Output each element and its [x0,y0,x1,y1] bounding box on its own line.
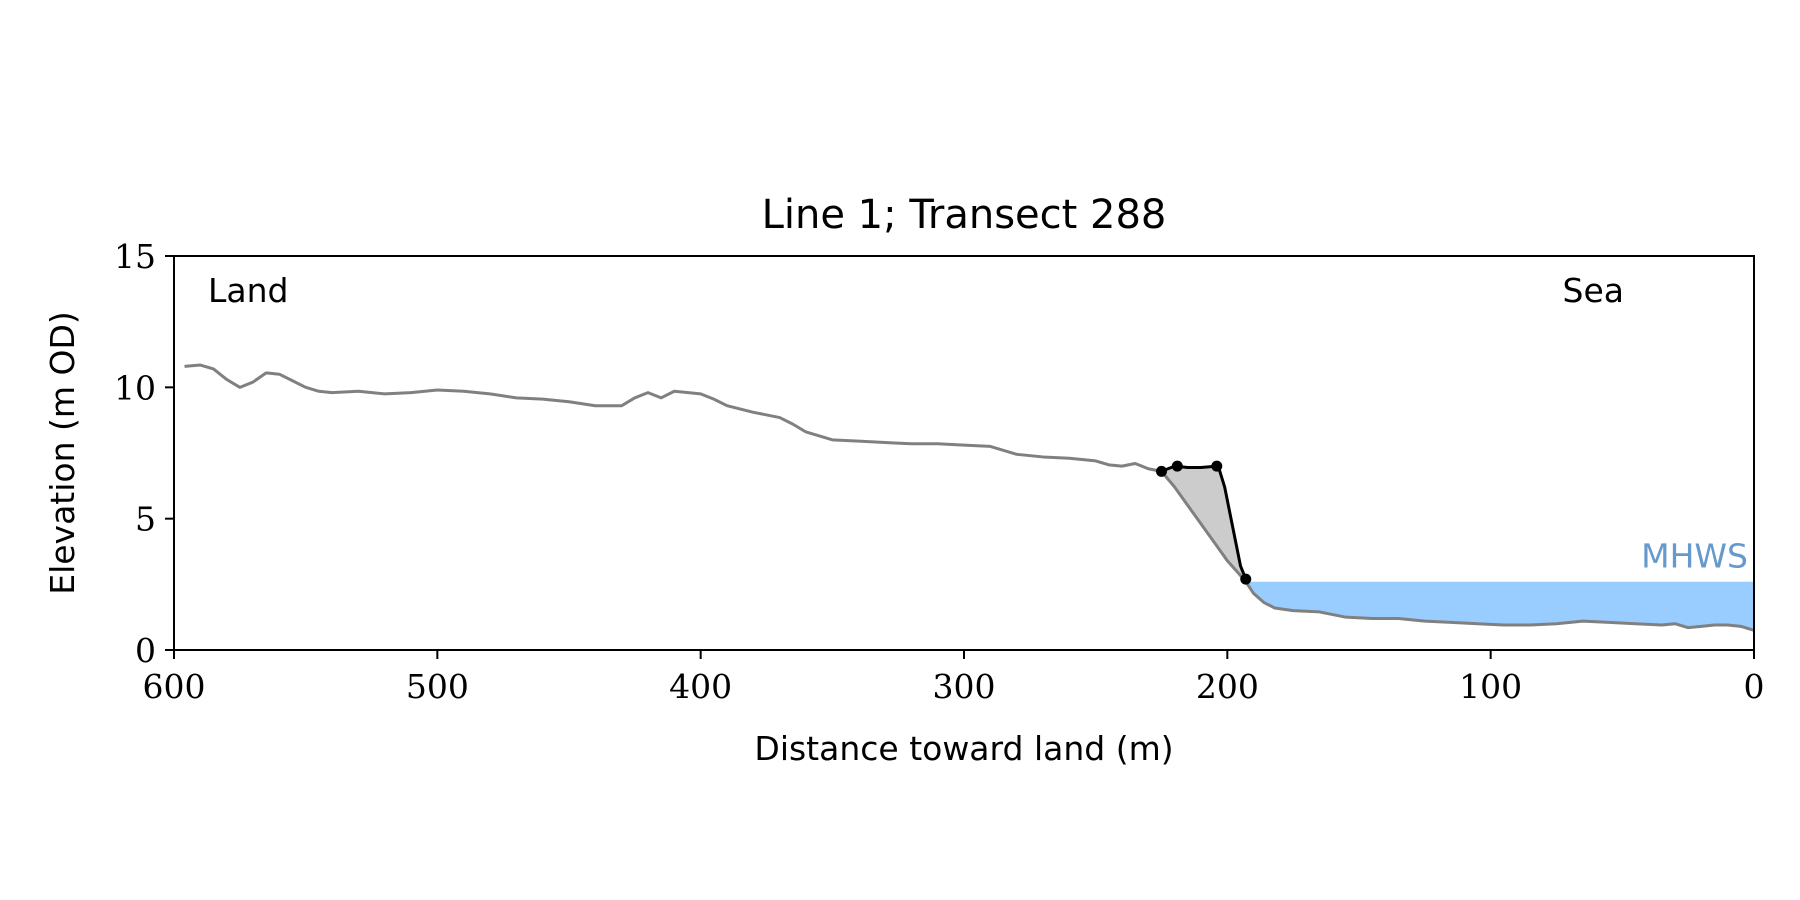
y-axis-label: Elevation (m OD) [43,311,82,595]
land-annotation: Land [208,271,288,310]
cliff-point-4 [1240,573,1252,585]
sea-annotation: Sea [1563,271,1624,310]
x-tick-label: 300 [933,667,996,706]
x-tick-label: 0 [1744,667,1765,706]
y-tick-label: 15 [114,237,156,276]
cliff-point-3 [1211,460,1223,472]
y-tick-label: 5 [135,500,156,539]
elevation-profile-line [184,363,1755,632]
x-tick-label: 200 [1196,667,1259,706]
plot-area [184,363,1755,632]
x-axis-label: Distance toward land (m) [754,729,1173,768]
x-tick-label: 100 [1459,667,1522,706]
x-tick-label: 600 [143,667,206,706]
mhws-annotation: MHWS [1641,537,1748,576]
axis-ticks: 600 500 400 300 200 100 0 0 5 10 15 [114,237,1765,706]
y-tick-label: 0 [135,631,156,670]
cliff-point-2 [1171,460,1183,472]
cliff-point-1 [1156,465,1167,477]
chart-title: Line 1; Transect 288 [762,192,1167,238]
y-tick-label: 10 [114,368,156,407]
x-tick-label: 400 [669,667,732,706]
x-tick-label: 500 [406,667,469,706]
